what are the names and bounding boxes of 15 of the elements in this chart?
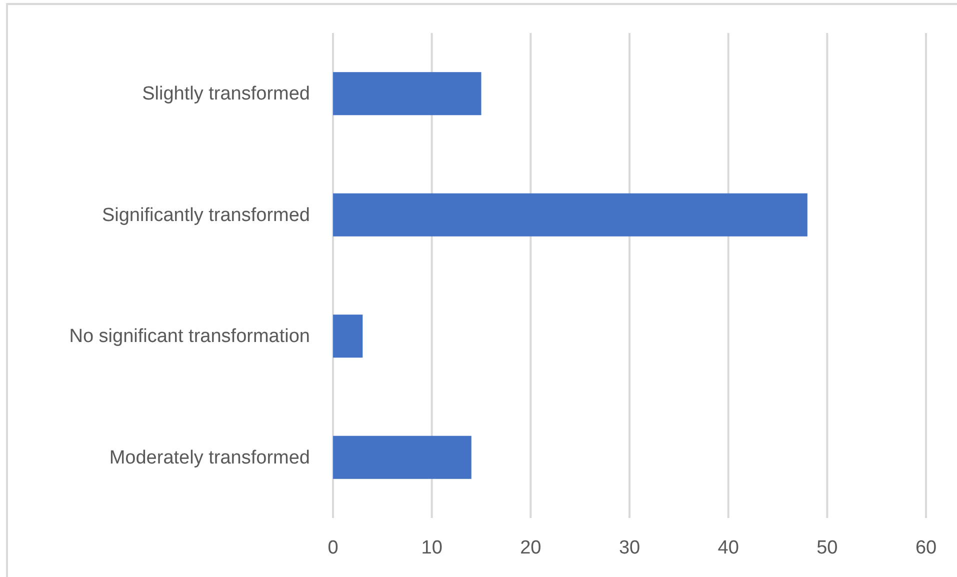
x-tick-label: 60 [915,537,937,558]
bar [333,72,482,116]
x-tick-label: 50 [816,537,838,558]
x-tick-label: 10 [421,537,442,558]
y-tick-label: Slightly transformed [142,84,310,105]
x-tick-label: 40 [718,537,739,558]
bar [333,436,472,479]
x-tick-label: 30 [618,537,640,558]
y-tick-label: Significantly transformed [102,204,310,226]
y-tick-label: No significant transformation [69,326,310,348]
bar [333,193,808,236]
x-tick-label: 0 [328,537,338,558]
x-tick-label: 20 [520,537,542,558]
bar [333,314,363,358]
y-tick-label: Moderately transformed [109,447,310,468]
